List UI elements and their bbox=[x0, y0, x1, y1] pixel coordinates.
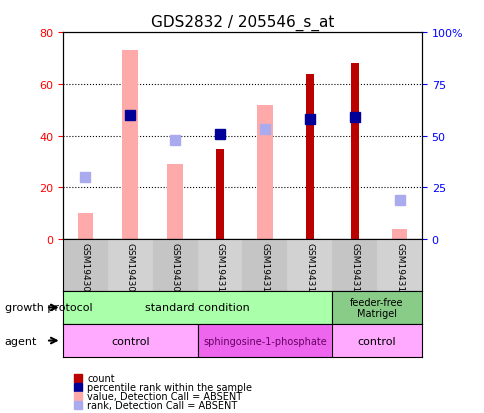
Text: GSM194311: GSM194311 bbox=[260, 242, 269, 297]
Bar bbox=[107, 240, 152, 291]
Bar bbox=[332, 240, 376, 291]
Bar bbox=[77, 214, 93, 240]
Bar bbox=[197, 240, 242, 291]
Text: GSM194310: GSM194310 bbox=[215, 242, 224, 297]
Text: value, Detection Call = ABSENT: value, Detection Call = ABSENT bbox=[87, 391, 242, 401]
Text: GDS2832 / 205546_s_at: GDS2832 / 205546_s_at bbox=[151, 14, 333, 31]
Bar bbox=[242, 240, 287, 291]
Text: GSM194312: GSM194312 bbox=[304, 242, 314, 297]
Text: agent: agent bbox=[5, 336, 37, 346]
Text: standard condition: standard condition bbox=[145, 303, 249, 313]
FancyBboxPatch shape bbox=[63, 324, 197, 357]
Bar bbox=[287, 240, 332, 291]
Text: control: control bbox=[357, 336, 395, 346]
Text: feeder-free
Matrigel: feeder-free Matrigel bbox=[349, 297, 403, 318]
Bar bbox=[167, 165, 182, 240]
Bar bbox=[122, 51, 138, 240]
Text: GSM194309: GSM194309 bbox=[170, 242, 180, 297]
Text: rank, Detection Call = ABSENT: rank, Detection Call = ABSENT bbox=[87, 400, 237, 410]
Text: GSM194307: GSM194307 bbox=[81, 242, 90, 297]
Bar bbox=[391, 229, 407, 240]
FancyBboxPatch shape bbox=[63, 291, 332, 324]
Text: control: control bbox=[111, 336, 150, 346]
Text: growth protocol: growth protocol bbox=[5, 303, 92, 313]
Bar bbox=[350, 64, 358, 240]
FancyBboxPatch shape bbox=[332, 324, 421, 357]
FancyBboxPatch shape bbox=[332, 291, 421, 324]
Text: GSM194314: GSM194314 bbox=[394, 242, 403, 297]
Text: sphingosine-1-phosphate: sphingosine-1-phosphate bbox=[203, 336, 326, 346]
Bar bbox=[216, 149, 224, 240]
Bar bbox=[376, 240, 421, 291]
Bar bbox=[63, 240, 107, 291]
Bar bbox=[152, 240, 197, 291]
FancyBboxPatch shape bbox=[197, 324, 332, 357]
Text: count: count bbox=[87, 373, 115, 383]
Text: percentile rank within the sample: percentile rank within the sample bbox=[87, 382, 252, 392]
Bar bbox=[257, 105, 272, 240]
Text: GSM194308: GSM194308 bbox=[125, 242, 135, 297]
Text: GSM194313: GSM194313 bbox=[349, 242, 359, 297]
Bar bbox=[305, 74, 313, 240]
